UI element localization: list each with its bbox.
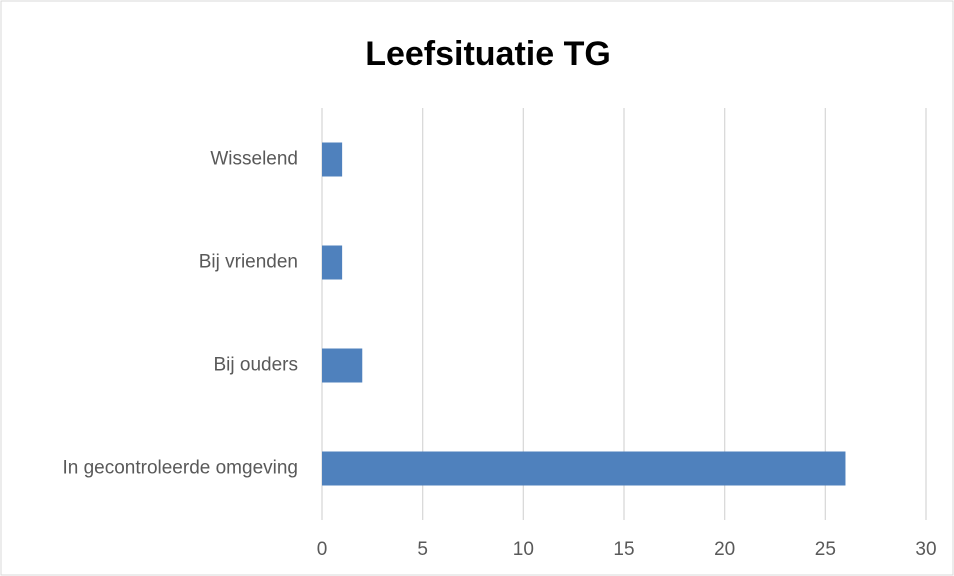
bar bbox=[322, 451, 846, 486]
x-tick-label: 0 bbox=[317, 539, 328, 560]
x-tick-label: 10 bbox=[513, 539, 534, 560]
x-tick-label: 30 bbox=[915, 539, 936, 560]
y-tick-label: In gecontroleerde omgeving bbox=[62, 458, 298, 479]
y-tick-label: Bij ouders bbox=[214, 355, 299, 376]
bar bbox=[322, 348, 363, 383]
y-tick-label: Wisselend bbox=[210, 149, 298, 170]
bar bbox=[322, 142, 343, 177]
bar bbox=[322, 245, 343, 280]
chart-title: Leefsituatie TG bbox=[365, 35, 611, 73]
x-tick-label: 25 bbox=[815, 539, 836, 560]
x-tick-label: 15 bbox=[613, 539, 634, 560]
x-tick-label: 20 bbox=[714, 539, 735, 560]
x-tick-label: 5 bbox=[417, 539, 428, 560]
y-tick-label: Bij vrienden bbox=[199, 252, 298, 273]
